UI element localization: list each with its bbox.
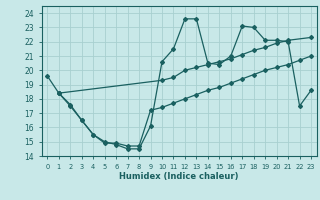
X-axis label: Humidex (Indice chaleur): Humidex (Indice chaleur) xyxy=(119,172,239,181)
